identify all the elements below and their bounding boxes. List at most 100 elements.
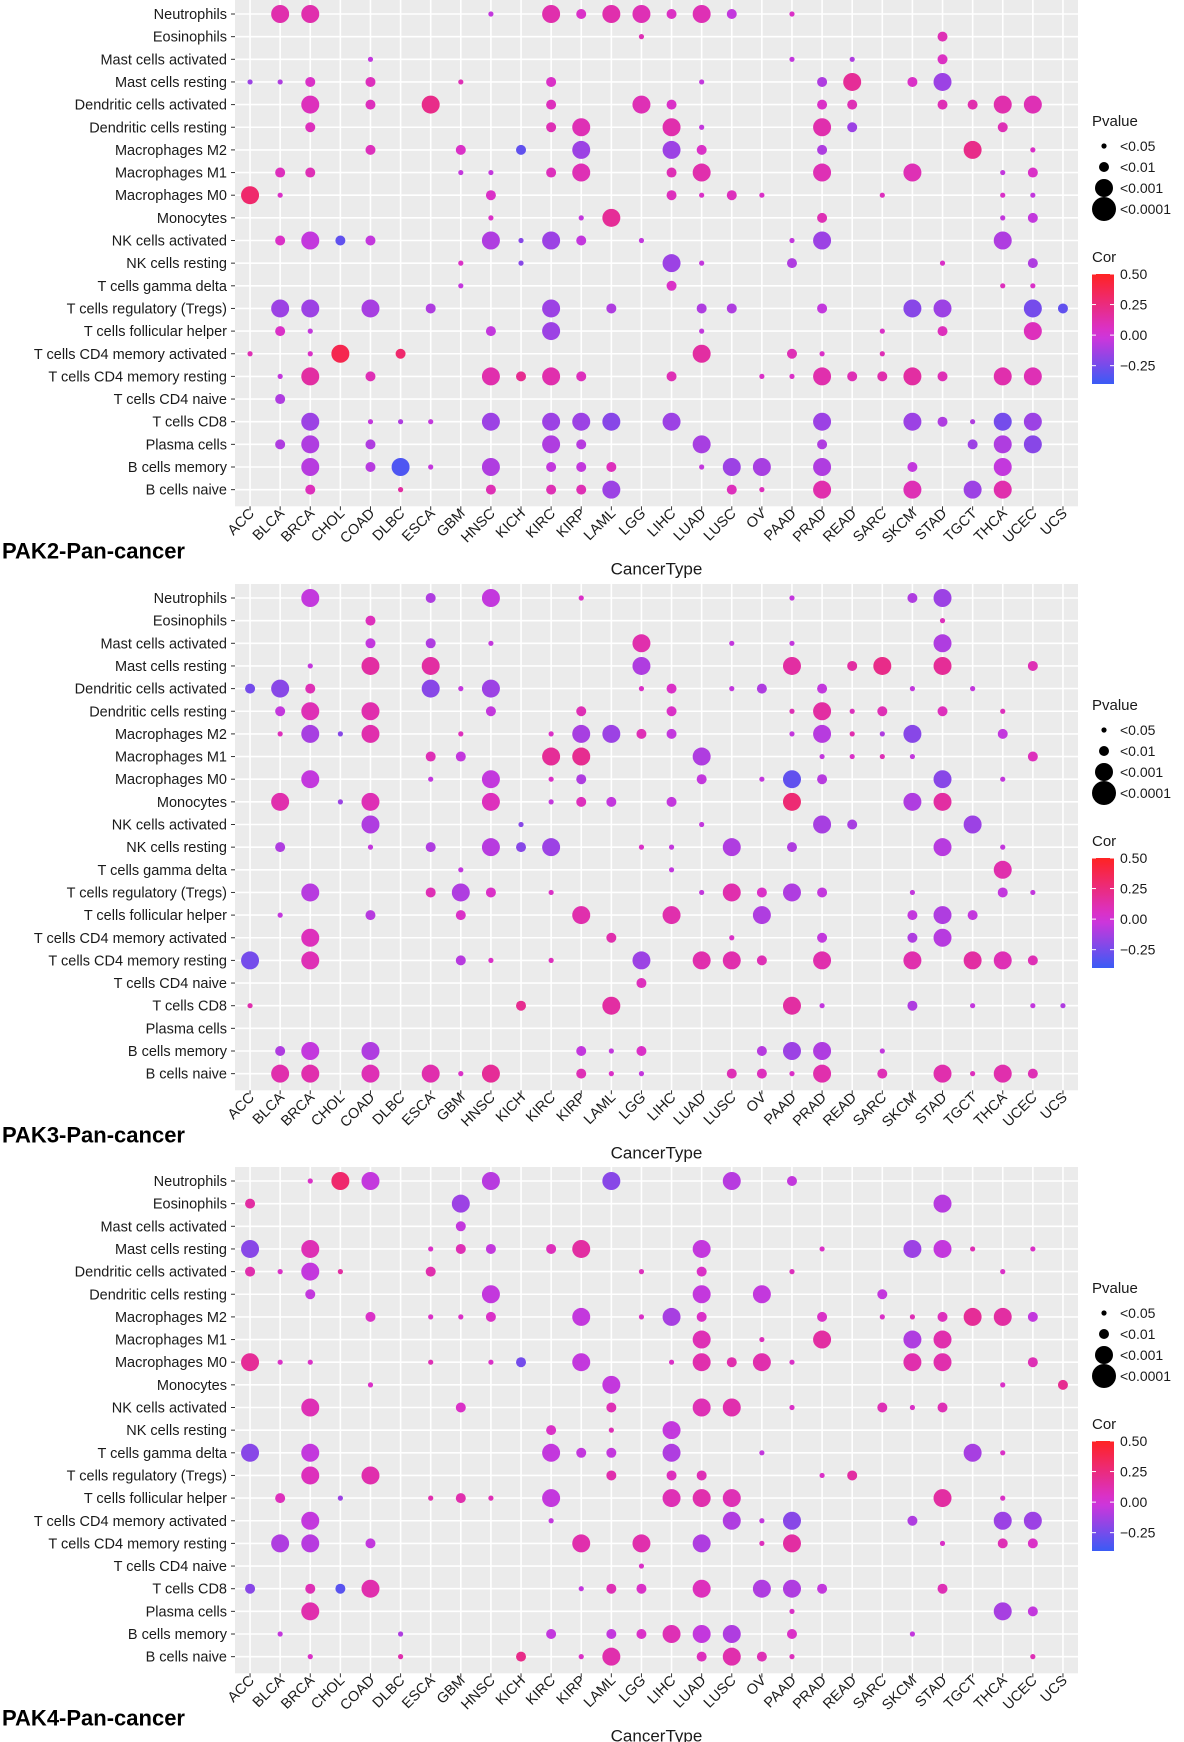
cor-legend-title: Cor xyxy=(1092,249,1116,266)
column-label: DLBC xyxy=(370,1090,409,1129)
bubble-stad xyxy=(937,326,948,337)
row-label: T cells regulatory (Tregs) xyxy=(67,885,227,901)
bubble-kirc xyxy=(548,957,554,964)
bubble-ov xyxy=(759,776,765,782)
bubble-stad xyxy=(933,72,952,91)
column-label: UCEC xyxy=(1000,1673,1040,1713)
bubble-stad xyxy=(933,656,952,675)
row-label: Macrophages M0 xyxy=(115,772,227,788)
bubble-kirp xyxy=(576,9,587,19)
pvalue-legend-label: <0.01 xyxy=(1120,159,1156,175)
row-label: Neutrophils xyxy=(154,591,227,607)
bubble-ucec xyxy=(1027,955,1038,966)
row-label: B cells memory xyxy=(128,1044,228,1060)
bubble-prad xyxy=(817,76,828,87)
bubble-luad xyxy=(692,1625,711,1643)
bubble-paad xyxy=(782,1042,801,1060)
bubble-ucec xyxy=(1023,367,1042,386)
bubble-paad xyxy=(789,1269,795,1275)
bubble-read xyxy=(849,731,855,737)
bubble-dlbc xyxy=(397,419,404,425)
bubble-blca xyxy=(277,1631,283,1637)
bubble-thca xyxy=(993,435,1012,454)
bubble-coad xyxy=(361,299,380,318)
column-label: LAML xyxy=(581,1090,619,1128)
bubble-coad xyxy=(365,371,376,382)
pvalue-legend-label: <0.0001 xyxy=(1120,785,1171,801)
bubble-kirp xyxy=(576,462,587,472)
bubble-kirc xyxy=(548,1518,554,1524)
row-label: NK cells activated xyxy=(112,234,227,250)
bubble-skcm xyxy=(909,753,916,760)
bubble-blca xyxy=(271,1534,290,1553)
bubble-gbm xyxy=(455,144,466,155)
bubble-coad xyxy=(365,99,376,110)
bubble-paad xyxy=(789,1654,795,1660)
bubble-luad xyxy=(692,5,711,23)
bubble-brca xyxy=(305,1289,316,1300)
cor-legend-label: 0.25 xyxy=(1120,881,1147,897)
column-label: ESCA xyxy=(399,1673,438,1712)
bubble-esca xyxy=(425,842,436,853)
bubble-ucec xyxy=(1027,258,1038,269)
bubble-kirp xyxy=(578,1586,584,1592)
bubble-kirc xyxy=(548,889,554,896)
bubble-ov xyxy=(756,1046,767,1056)
pvalue-legend-key xyxy=(1099,746,1109,756)
row-label: T cells CD4 memory resting xyxy=(48,369,227,385)
bubble-skcm xyxy=(909,1404,916,1411)
cor-legend-label: 0.50 xyxy=(1120,266,1147,282)
bubble-brca xyxy=(301,1064,320,1083)
bubble-gbm xyxy=(455,1221,466,1232)
bubble-skcm xyxy=(903,1330,922,1349)
bubble-stad xyxy=(933,928,952,947)
bubble-thca xyxy=(1000,1450,1006,1456)
pvalue-legend-label: <0.05 xyxy=(1120,722,1156,738)
column-label: SKCM xyxy=(879,1090,920,1131)
bubble-ov xyxy=(752,458,771,476)
bubble-ucec xyxy=(1027,660,1038,671)
bubble-hnsc xyxy=(485,1311,496,1322)
bubble-kich xyxy=(516,1000,527,1011)
bubble-stad xyxy=(933,1489,952,1508)
bubble-kirc xyxy=(546,99,557,110)
bubble-thca xyxy=(1000,283,1006,289)
column-label: TGCT xyxy=(941,1673,980,1712)
bubble-skcm xyxy=(903,412,922,431)
bubble-stad xyxy=(939,1540,946,1546)
bubble-paad xyxy=(789,1608,795,1614)
bubble-chol xyxy=(335,1583,346,1594)
bubble-thca xyxy=(993,1511,1012,1530)
bubble-kich xyxy=(516,1651,527,1662)
bubble-lgg xyxy=(636,978,647,989)
bubble-ucec xyxy=(1027,167,1038,178)
bubble-kirp xyxy=(572,906,591,925)
bubble-luad xyxy=(696,774,707,785)
column-label: ESCA xyxy=(399,506,438,545)
bubble-prad xyxy=(813,480,832,499)
column-label: LAML xyxy=(581,1673,619,1711)
bubble-tgct xyxy=(970,1246,976,1252)
bubble-hnsc xyxy=(485,484,496,495)
bubble-brca xyxy=(301,435,320,454)
bubble-skcm xyxy=(909,1314,916,1320)
bubble-lgg xyxy=(638,844,645,850)
bubble-brca xyxy=(305,167,316,178)
pvalue-legend-key xyxy=(1095,179,1113,197)
bubble-hnsc xyxy=(481,1064,500,1083)
column-label: DLBC xyxy=(370,1673,409,1712)
bubble-stad xyxy=(933,792,952,811)
bubble-kirp xyxy=(576,439,587,450)
bubble-prad xyxy=(813,1064,832,1083)
bubble-thca xyxy=(993,480,1012,499)
bubble-thca xyxy=(993,231,1012,250)
bubble-lusc xyxy=(726,303,737,314)
bubble-tgct xyxy=(963,140,982,159)
bubble-gbm xyxy=(458,169,464,176)
column-label: TGCT xyxy=(941,506,980,545)
bubble-prad xyxy=(813,702,832,721)
bubble-ucec xyxy=(1027,1538,1038,1549)
row-label: Neutrophils xyxy=(154,1174,227,1190)
bubble-lihc xyxy=(666,706,677,717)
row-label: Dendritic cells activated xyxy=(75,682,227,698)
